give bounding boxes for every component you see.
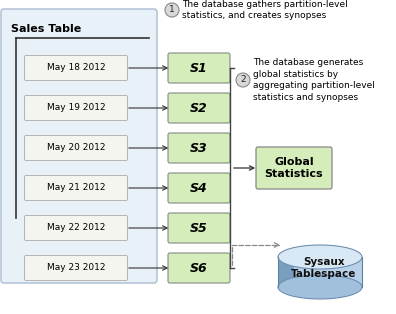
FancyBboxPatch shape <box>25 215 128 241</box>
FancyBboxPatch shape <box>25 56 128 80</box>
Ellipse shape <box>278 275 362 299</box>
Text: The database gathers partition-level
statistics, and creates synopses: The database gathers partition-level sta… <box>182 0 348 20</box>
Text: May 23 2012: May 23 2012 <box>47 263 105 273</box>
FancyBboxPatch shape <box>168 213 230 243</box>
Polygon shape <box>278 257 294 287</box>
Text: The database generates
global statistics by
aggregating partition-level
statisti: The database generates global statistics… <box>253 58 375 102</box>
Text: May 22 2012: May 22 2012 <box>47 224 105 232</box>
FancyBboxPatch shape <box>25 136 128 160</box>
Text: S1: S1 <box>190 62 208 74</box>
FancyBboxPatch shape <box>168 93 230 123</box>
FancyBboxPatch shape <box>168 173 230 203</box>
Text: S3: S3 <box>190 142 208 154</box>
Text: May 18 2012: May 18 2012 <box>47 63 105 73</box>
Text: Sales Table: Sales Table <box>11 24 81 34</box>
FancyBboxPatch shape <box>25 176 128 201</box>
Text: 1: 1 <box>169 6 175 14</box>
FancyBboxPatch shape <box>25 95 128 121</box>
FancyBboxPatch shape <box>168 253 230 283</box>
FancyBboxPatch shape <box>1 9 157 283</box>
FancyBboxPatch shape <box>256 147 332 189</box>
Circle shape <box>165 3 179 17</box>
Text: Sysaux
Tablespace: Sysaux Tablespace <box>291 257 357 279</box>
Text: 2: 2 <box>240 75 246 84</box>
Text: S2: S2 <box>190 101 208 115</box>
FancyBboxPatch shape <box>278 257 362 287</box>
Text: S6: S6 <box>190 262 208 274</box>
Text: Global
Statistics: Global Statistics <box>265 157 323 179</box>
Text: S5: S5 <box>190 221 208 235</box>
Text: S4: S4 <box>190 181 208 194</box>
Text: May 20 2012: May 20 2012 <box>47 143 105 153</box>
Text: May 19 2012: May 19 2012 <box>47 104 105 112</box>
Text: May 21 2012: May 21 2012 <box>47 183 105 192</box>
FancyBboxPatch shape <box>25 256 128 280</box>
FancyBboxPatch shape <box>168 133 230 163</box>
Ellipse shape <box>278 245 362 269</box>
FancyBboxPatch shape <box>168 53 230 83</box>
Circle shape <box>236 73 250 87</box>
